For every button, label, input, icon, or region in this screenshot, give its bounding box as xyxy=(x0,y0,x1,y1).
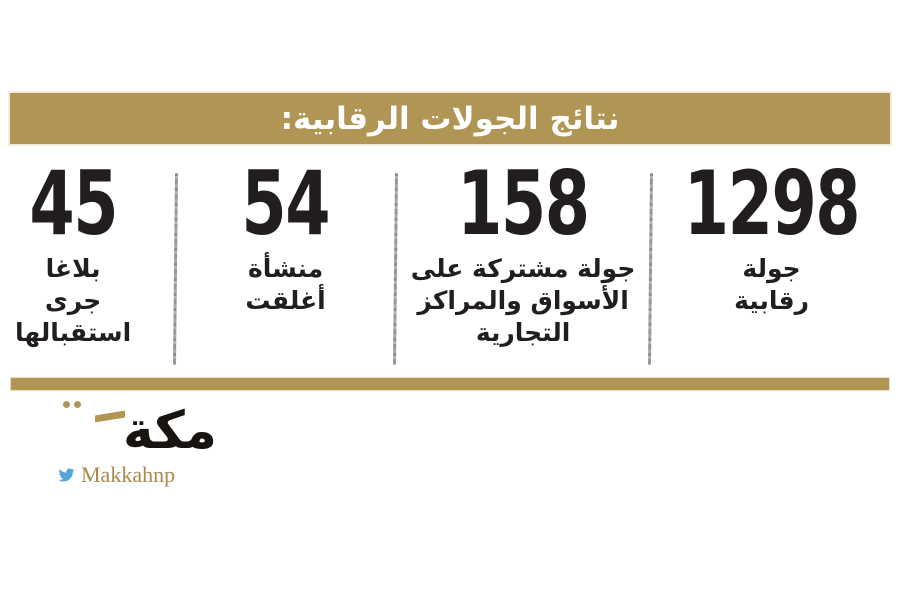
makkah-logo-text: مكة xyxy=(123,401,218,461)
stat-value: 158 xyxy=(457,152,590,255)
page-title: نتائج الجولات الرقابية: xyxy=(280,100,620,137)
stat-value: 1298 xyxy=(683,152,861,255)
logo-dot-icon xyxy=(63,401,70,408)
twitter-row: Makkahnp xyxy=(57,462,217,488)
stat-value: 45 xyxy=(29,152,118,255)
footer-divider-bar xyxy=(10,377,890,391)
stat-column-joint-tours: 158 جولة مشتركة على الأسواق والمراكز الت… xyxy=(398,152,648,349)
stat-column-closed: 54 منشأة أغلقت xyxy=(178,152,393,317)
stat-column-tours: 1298 جولة رقابية xyxy=(653,152,890,317)
stat-label: جولة مشتركة على الأسواق والمراكز التجاري… xyxy=(410,254,636,347)
twitter-handle: Makkahnp xyxy=(81,462,176,487)
stat-column-reports: 45 بلاغا جرى استقبالها xyxy=(0,152,173,349)
kaaba-band-icon xyxy=(95,410,125,423)
makkah-logo-block: مكة Makkahnp xyxy=(57,400,218,488)
makkah-logo: مكة xyxy=(57,400,218,461)
stat-value: 54 xyxy=(241,152,331,255)
twitter-bird-icon xyxy=(57,467,76,483)
stat-label: بلاغا جرى استقبالها xyxy=(14,254,132,347)
stat-label: منشأة أغلقت xyxy=(245,254,326,315)
header-bar: نتائج الجولات الرقابية: xyxy=(8,91,892,146)
stats-row: 1298 جولة رقابية 158 جولة مشتركة على الأ… xyxy=(10,152,890,368)
logo-dot-icon xyxy=(74,401,81,408)
stat-label: جولة رقابية xyxy=(734,254,809,315)
